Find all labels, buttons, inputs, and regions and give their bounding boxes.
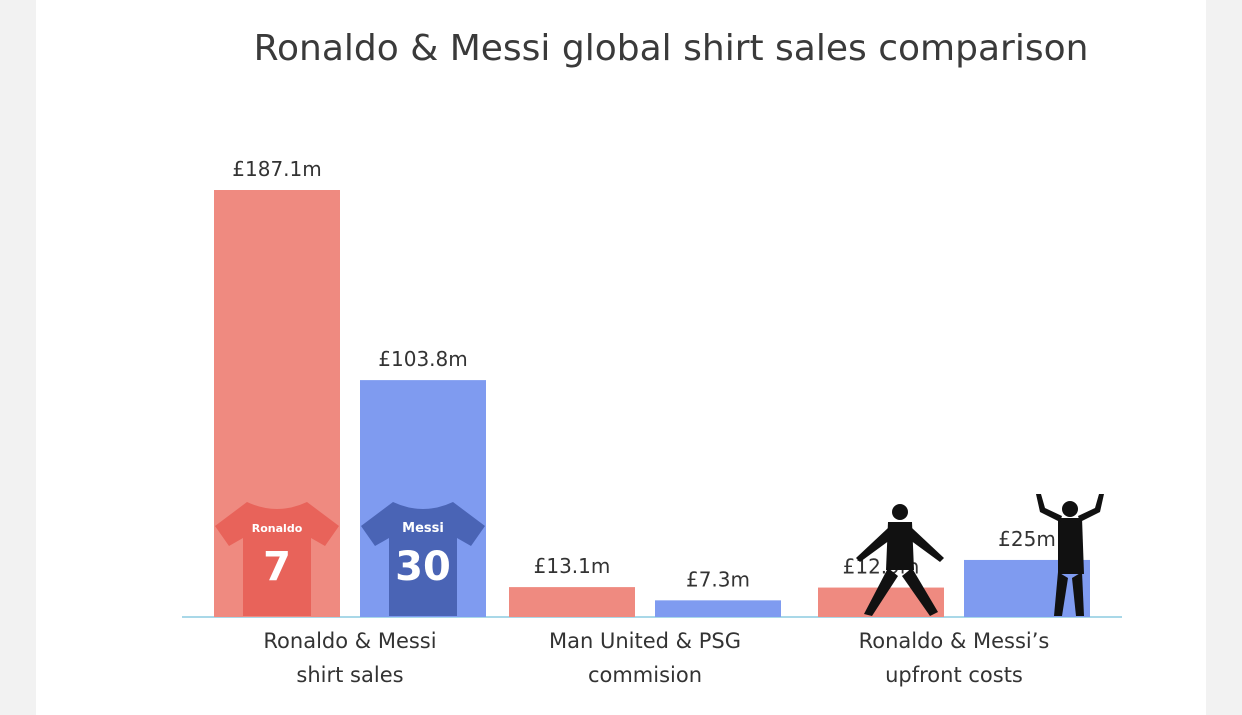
shirt-name-text: Ronaldo xyxy=(252,522,303,535)
shirt-number-text: 30 xyxy=(395,544,451,590)
chart-title: Ronaldo & Messi global shirt sales compa… xyxy=(253,28,1089,69)
data-label-1-2: £13.1m xyxy=(534,554,611,578)
shirt-number-text: 7 xyxy=(263,544,291,590)
bar-2-2 xyxy=(655,600,781,617)
shirt-name-text: Messi xyxy=(402,521,444,536)
messi-silhouette-icon xyxy=(1036,494,1104,616)
data-label-1-1: £187.1m xyxy=(232,157,321,181)
data-label-2-2: £7.3m xyxy=(686,567,750,591)
category-label-2-line-1: Man United & PSG xyxy=(549,629,741,653)
category-label-1-line-2: shirt sales xyxy=(296,663,403,687)
messi-shirt-icon: Messi 30 xyxy=(361,502,485,616)
category-label-3-line-2: upfront costs xyxy=(885,663,1023,687)
ronaldo-shirt-icon: Ronaldo 7 xyxy=(215,502,339,616)
category-label-3-line-1: Ronaldo & Messi’s xyxy=(859,629,1050,653)
data-label-2-1: £103.8m xyxy=(378,347,467,371)
category-label-1-line-1: Ronaldo & Messi xyxy=(263,629,436,653)
ronaldo-silhouette-icon xyxy=(856,504,944,616)
bar-1-2 xyxy=(509,587,635,617)
data-label-2-3: £25m xyxy=(998,527,1056,551)
category-label-2-line-2: commision xyxy=(588,663,702,687)
